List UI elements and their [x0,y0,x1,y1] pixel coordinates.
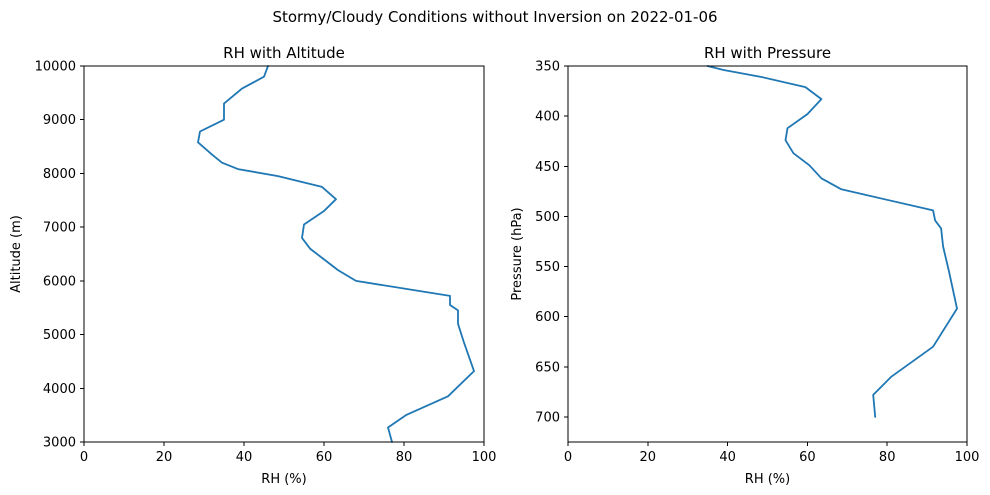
y-tick-label: 4000 [43,382,76,397]
y-tick-label: 450 [535,160,560,175]
y-tick-label: 500 [535,210,560,225]
series-line [706,65,958,418]
axes-frame [567,65,968,443]
series-line [197,65,475,443]
chart-panel-rh-altitude: RH with Altitude 0 20 40 60 80 100 3000 4000 5000… [9,44,496,487]
x-tick-label: 0 [564,450,572,465]
x-tick-label: 80 [396,450,413,465]
y-tick-label: 700 [535,410,560,425]
y-axis-label: Pressure (hPa) [510,207,525,300]
y-tick-label: 10000 [35,60,76,75]
y-tick-label: 550 [535,260,560,275]
y-tick-label: 9000 [43,113,76,128]
panel-title: RH with Pressure [704,44,831,62]
axes-frame [83,65,485,443]
x-tick-label: 60 [316,450,333,465]
x-tick-label: 80 [879,450,896,465]
y-tick-label: 400 [535,110,560,125]
x-tick-label: 40 [719,450,736,465]
y-tick-label: 7000 [43,221,76,236]
y-tick-label: 5000 [43,328,76,343]
figure-suptitle: Stormy/Cloudy Conditions without Inversi… [272,8,717,26]
x-tick-label: 20 [156,450,173,465]
x-tick-label: 40 [236,450,253,465]
y-tick-label: 8000 [43,167,76,182]
panel-title: RH with Altitude [223,44,345,62]
x-tick-label: 100 [472,450,497,465]
x-tick-label: 0 [80,450,88,465]
x-tick-label: 100 [955,450,980,465]
y-tick-label: 650 [535,360,560,375]
y-tick-label: 600 [535,310,560,325]
y-tick-label: 350 [535,60,560,75]
y-tick-label: 3000 [43,436,76,451]
x-tick-label: 20 [640,450,657,465]
y-axis-label: Altitude (m) [9,215,24,293]
chart-panel-rh-pressure: RH with Pressure 0 20 40 60 80 100 350 400 450 500… [510,44,979,487]
y-tick-label: 6000 [43,274,76,289]
x-axis-label: RH (%) [261,472,306,487]
x-tick-label: 60 [799,450,816,465]
x-axis-label: RH (%) [745,472,790,487]
